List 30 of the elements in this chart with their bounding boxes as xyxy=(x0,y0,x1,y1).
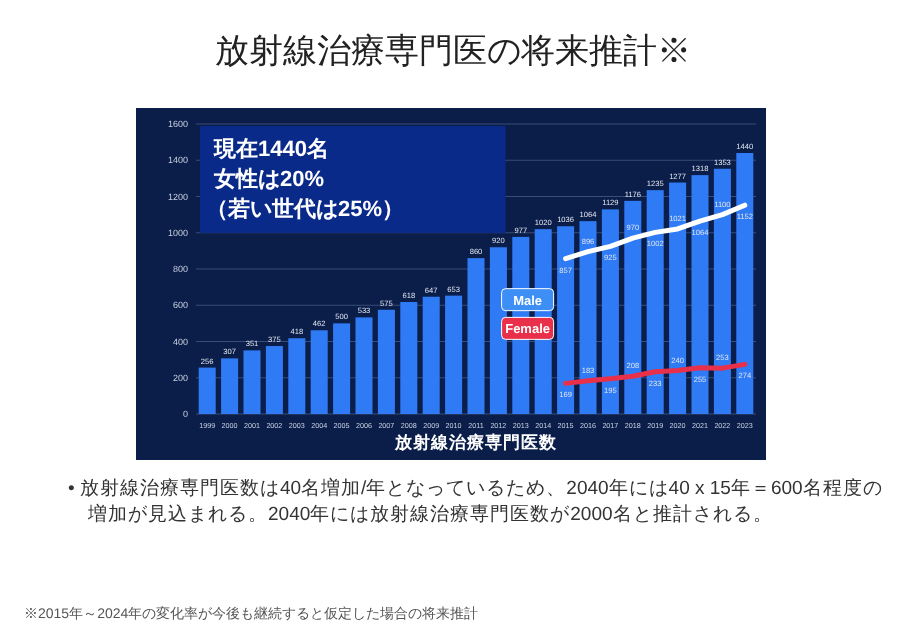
bar xyxy=(691,175,709,414)
text: • 放射線治療専門医数は40名増加/年となっているため、2040年には40 x 15年＝600名程度の増加が見込まれる。2040年には放射線治療専門医数が2000名と推計される。 xyxy=(68,476,885,528)
annotation: 女性は20% xyxy=(212,166,325,192)
annotation: 現在1440名 xyxy=(212,136,329,162)
bar xyxy=(377,309,395,414)
bar xyxy=(198,367,216,414)
bar xyxy=(333,323,351,414)
bar xyxy=(624,200,642,414)
bar xyxy=(400,301,418,414)
x-axis-title: 放射線治療専門医数 xyxy=(393,432,559,452)
annotation: （若い世代は25%） xyxy=(206,196,405,222)
bar xyxy=(669,182,687,414)
bar xyxy=(445,295,463,414)
chart-title: 放射線治療専門医の将来推計※ xyxy=(213,30,693,74)
bar xyxy=(601,209,619,414)
bar xyxy=(489,247,507,414)
bar xyxy=(579,221,597,414)
bar xyxy=(557,226,575,414)
bar xyxy=(736,153,754,414)
bar xyxy=(265,346,283,414)
bar xyxy=(310,330,328,414)
bar xyxy=(646,190,664,414)
bar xyxy=(288,338,306,414)
bar xyxy=(243,350,261,414)
bar xyxy=(355,317,373,414)
bar xyxy=(467,258,485,414)
bar xyxy=(422,296,440,414)
bar xyxy=(713,168,731,414)
bar xyxy=(221,358,239,414)
line-series xyxy=(563,361,748,386)
